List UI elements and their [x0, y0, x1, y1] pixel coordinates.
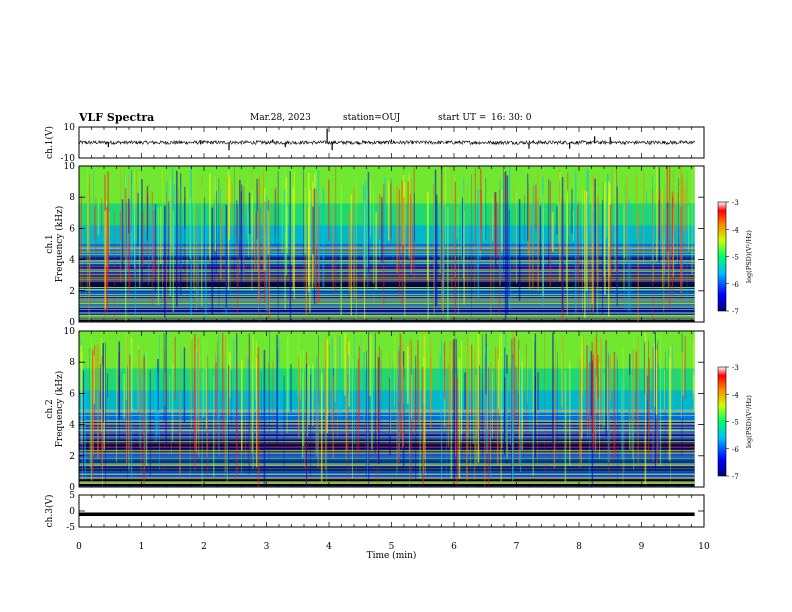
colorbar-tick-label: -4: [732, 391, 739, 399]
spectrogram-band: [79, 471, 695, 480]
spectrogram-band: [79, 368, 695, 391]
y-axis-label: ch.1: [45, 234, 55, 253]
colorbar-tick-label: -3: [732, 199, 739, 207]
y-tick-label: 2: [69, 287, 75, 297]
y-axis-label: Frequency (kHz): [54, 371, 65, 448]
x-tick-label: 7: [514, 542, 520, 552]
spectrogram-band: [79, 462, 695, 472]
station-label: station=OUJ: [343, 113, 401, 123]
x-tick-label: 6: [451, 542, 457, 552]
y-tick-label: -5: [66, 523, 75, 533]
colorbar: [717, 201, 727, 312]
spectrogram-band: [79, 166, 695, 204]
x-tick-label: 9: [639, 542, 645, 552]
colorbar-label: log(PSD)(V²/Hz): [745, 230, 753, 283]
colorbar-tick-label: -7: [732, 308, 739, 316]
time-axis: 0 1 2 3 4 5 6 7 8 9 10 Time (min): [76, 542, 710, 561]
y-tick-label: 10: [64, 123, 76, 133]
x-tick-label: 0: [76, 542, 82, 552]
x-tick-label: 10: [698, 542, 710, 552]
x-tick-label: 5: [389, 542, 395, 552]
spectrogram-band: [79, 287, 695, 298]
y-axis-label: ch.3(V): [44, 495, 55, 528]
x-tick-label: 3: [264, 542, 270, 552]
y-tick-label: 4: [69, 256, 75, 266]
colorbar: [717, 366, 727, 477]
y-axis-label: ch.2: [45, 399, 55, 418]
spectrogram-band: [79, 390, 695, 409]
colorbar-label: log(PSD)(V²/Hz): [745, 395, 753, 448]
x-tick-label: 4: [326, 542, 332, 552]
y-axis-label: Frequency (kHz): [54, 206, 65, 283]
chart-title: VLF Spectra: [79, 111, 155, 124]
y-tick-label: 2: [69, 452, 75, 462]
spectrogram-band: [79, 452, 695, 463]
x-axis-label: Time (min): [367, 550, 417, 561]
colorbar-tick-label: -6: [732, 281, 739, 289]
ch1-trace: [78, 139, 695, 146]
y-tick-label: 6: [69, 389, 75, 399]
ch2-colorbar: -3 -4 -5 -6 -7 log(PSD)(V²/Hz): [717, 364, 753, 481]
y-tick-label: 5: [69, 491, 75, 501]
y-tick-label: 4: [69, 421, 75, 431]
x-tick-label: 1: [139, 542, 145, 552]
date-label: Mar.28, 2023: [250, 113, 311, 123]
start-time: 16: 30: 0: [491, 113, 532, 123]
y-tick-label: 8: [69, 193, 75, 203]
colorbar-tick-label: -6: [732, 446, 739, 454]
ch1-colorbar: -3 -4 -5 -6 -7 log(PSD)(V²/Hz): [717, 199, 753, 316]
y-tick-label: 10: [64, 162, 76, 172]
colorbar-tick-label: -5: [732, 254, 739, 262]
colorbar-tick-label: -4: [732, 226, 739, 234]
ch3-waveform-panel: 5 0 -5 ch.3(V): [44, 491, 705, 533]
colorbar-tick-label: -7: [732, 473, 739, 481]
y-tick-label: 6: [69, 224, 75, 234]
colorbar-tick-label: -5: [732, 419, 739, 427]
y-tick-label: 0: [69, 483, 75, 493]
y-tick-label: 8: [69, 358, 75, 368]
spectrogram-band: [79, 314, 695, 322]
y-tick-label: 0: [69, 318, 75, 328]
x-tick-label: 2: [201, 542, 207, 552]
start-label: start UT =: [438, 113, 487, 123]
y-tick-label: 10: [64, 327, 76, 337]
y-tick-label: 0: [69, 507, 75, 517]
ch2-spectrogram-panel: 0 2 4 6 8 10 ch.2 Frequency (kHz): [45, 327, 705, 493]
x-tick-label: 8: [576, 542, 582, 552]
ch1-waveform-panel: 10 -10 ch.1(V): [44, 123, 705, 164]
spectrogram-band: [79, 306, 695, 315]
y-axis-label: ch.1(V): [44, 126, 55, 159]
y-tick-label: -10: [61, 154, 76, 164]
ch1-spectrogram-panel: 0 2 4 6 8 10 ch.1 Frequency (kHz): [45, 162, 705, 328]
colorbar-tick-label: -3: [732, 364, 739, 372]
